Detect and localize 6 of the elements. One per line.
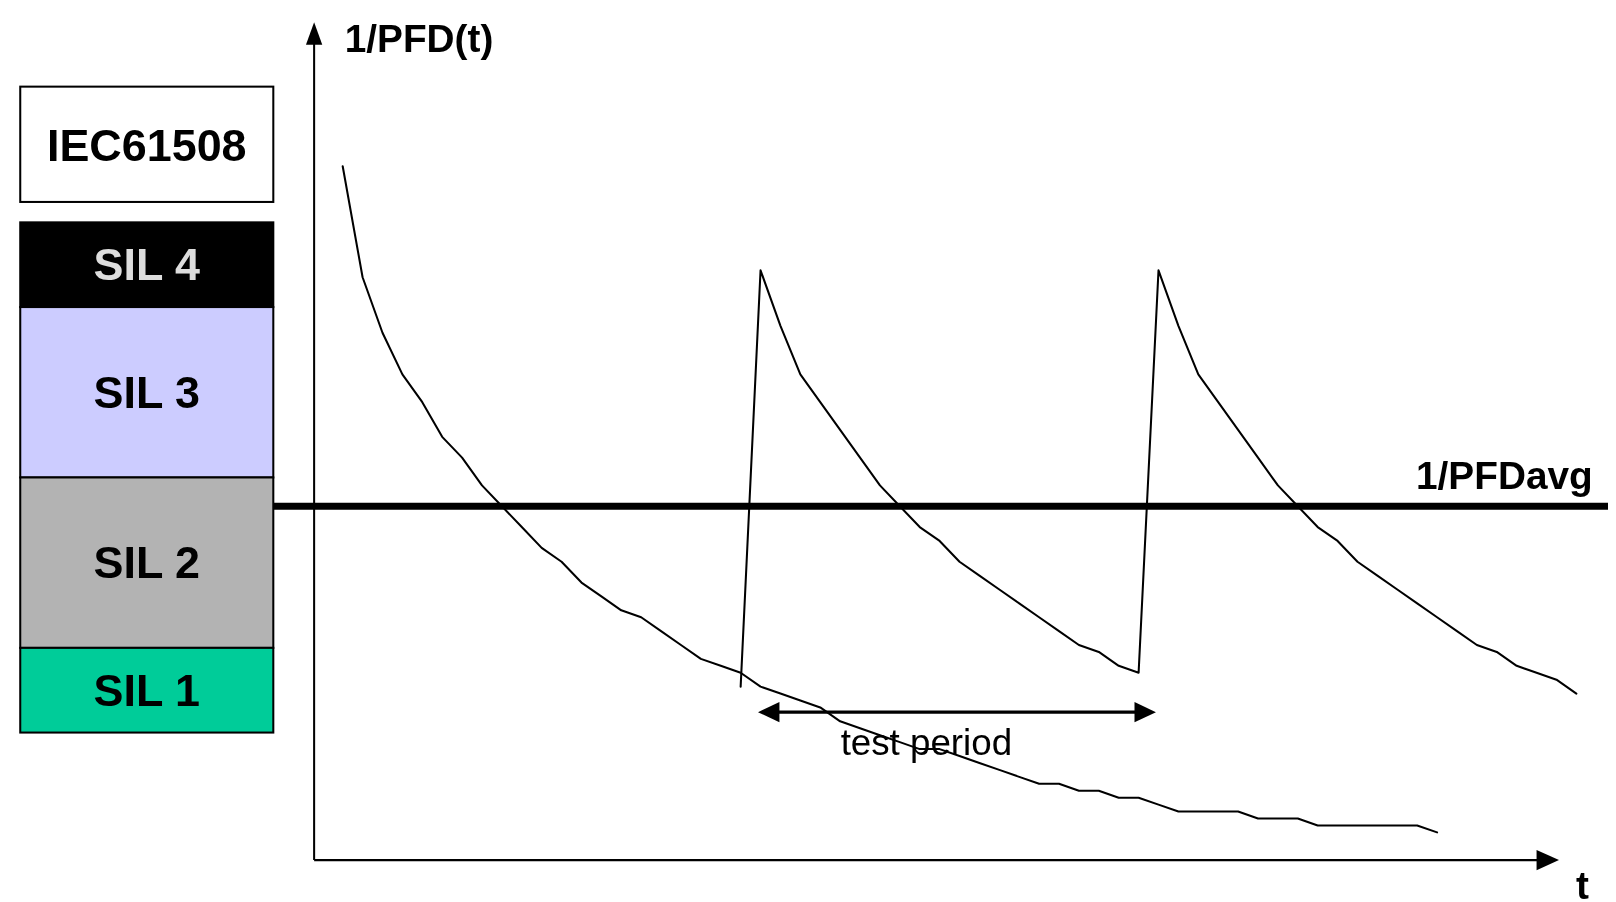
text: IEC61508: [46, 119, 247, 171]
ref-line-label: 1/PFDavg: [1416, 454, 1593, 498]
annotation: test period: [840, 721, 1013, 763]
safety-level-scale: SIL 4 SIL 3 SIL 2 SIL 1: [19, 221, 275, 734]
y-axis-title: 1/PFD(t): [344, 17, 494, 61]
x-axis-title: t: [1576, 864, 1590, 902]
